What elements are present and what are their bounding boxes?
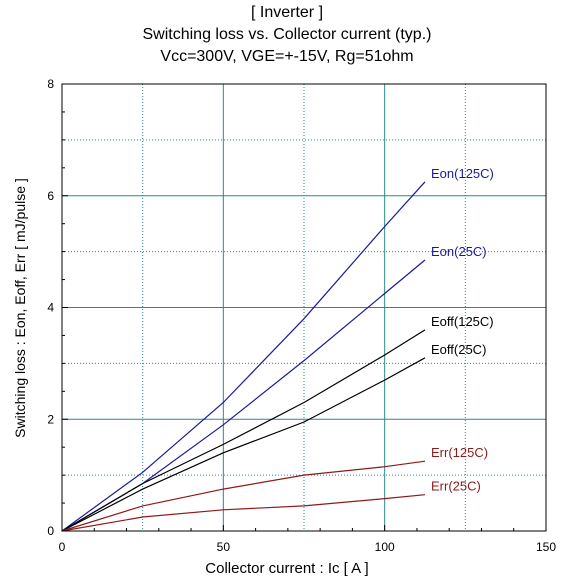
tick-layer: 0 50 100 150 0 2 4 6 8 xyxy=(47,77,556,554)
series-line xyxy=(61,259,426,532)
y-tick-label: 0 xyxy=(47,524,54,538)
y-tick-label: 6 xyxy=(47,189,54,203)
y-tick-label: 8 xyxy=(47,77,54,91)
x-tick-label: 150 xyxy=(536,540,556,554)
grid-layer xyxy=(61,83,547,532)
x-axis-label: Collector current : Ic [ A ] xyxy=(205,560,369,577)
x-tick-label: 100 xyxy=(375,540,395,554)
series-line xyxy=(61,357,426,532)
series-label: Err(125C) xyxy=(431,445,488,460)
series-line xyxy=(61,181,426,532)
y-tick-label: 2 xyxy=(47,412,54,426)
series-line xyxy=(61,329,426,532)
x-tick-label: 0 xyxy=(59,540,66,554)
chart-title-line-3: Vcc=300V, VGE=+-15V, Rg=51ohm xyxy=(160,48,414,65)
chart-title-line-2: Switching loss vs. Collector current (ty… xyxy=(142,26,432,43)
series-line xyxy=(61,460,426,532)
series-label: Eon(25C) xyxy=(431,244,487,259)
series-layer xyxy=(61,181,426,532)
series-label: Eon(125C) xyxy=(431,166,494,181)
series-label: Eoff(125C) xyxy=(431,314,494,329)
series-label-layer: Eon(125C) Eon(25C) Eoff(125C) Eoff(25C) Err(… xyxy=(431,166,494,494)
series-line xyxy=(61,494,426,532)
x-tick-label: 50 xyxy=(217,540,231,554)
series-label: Err(25C) xyxy=(431,479,481,494)
series-label: Eoff(25C) xyxy=(431,342,486,357)
y-axis-label: Switching loss : Eon, Eoff, Err [ mJ/pul… xyxy=(12,178,28,438)
y-tick-label: 4 xyxy=(47,301,54,315)
chart-title-line-1: [ Inverter ] xyxy=(250,4,324,21)
